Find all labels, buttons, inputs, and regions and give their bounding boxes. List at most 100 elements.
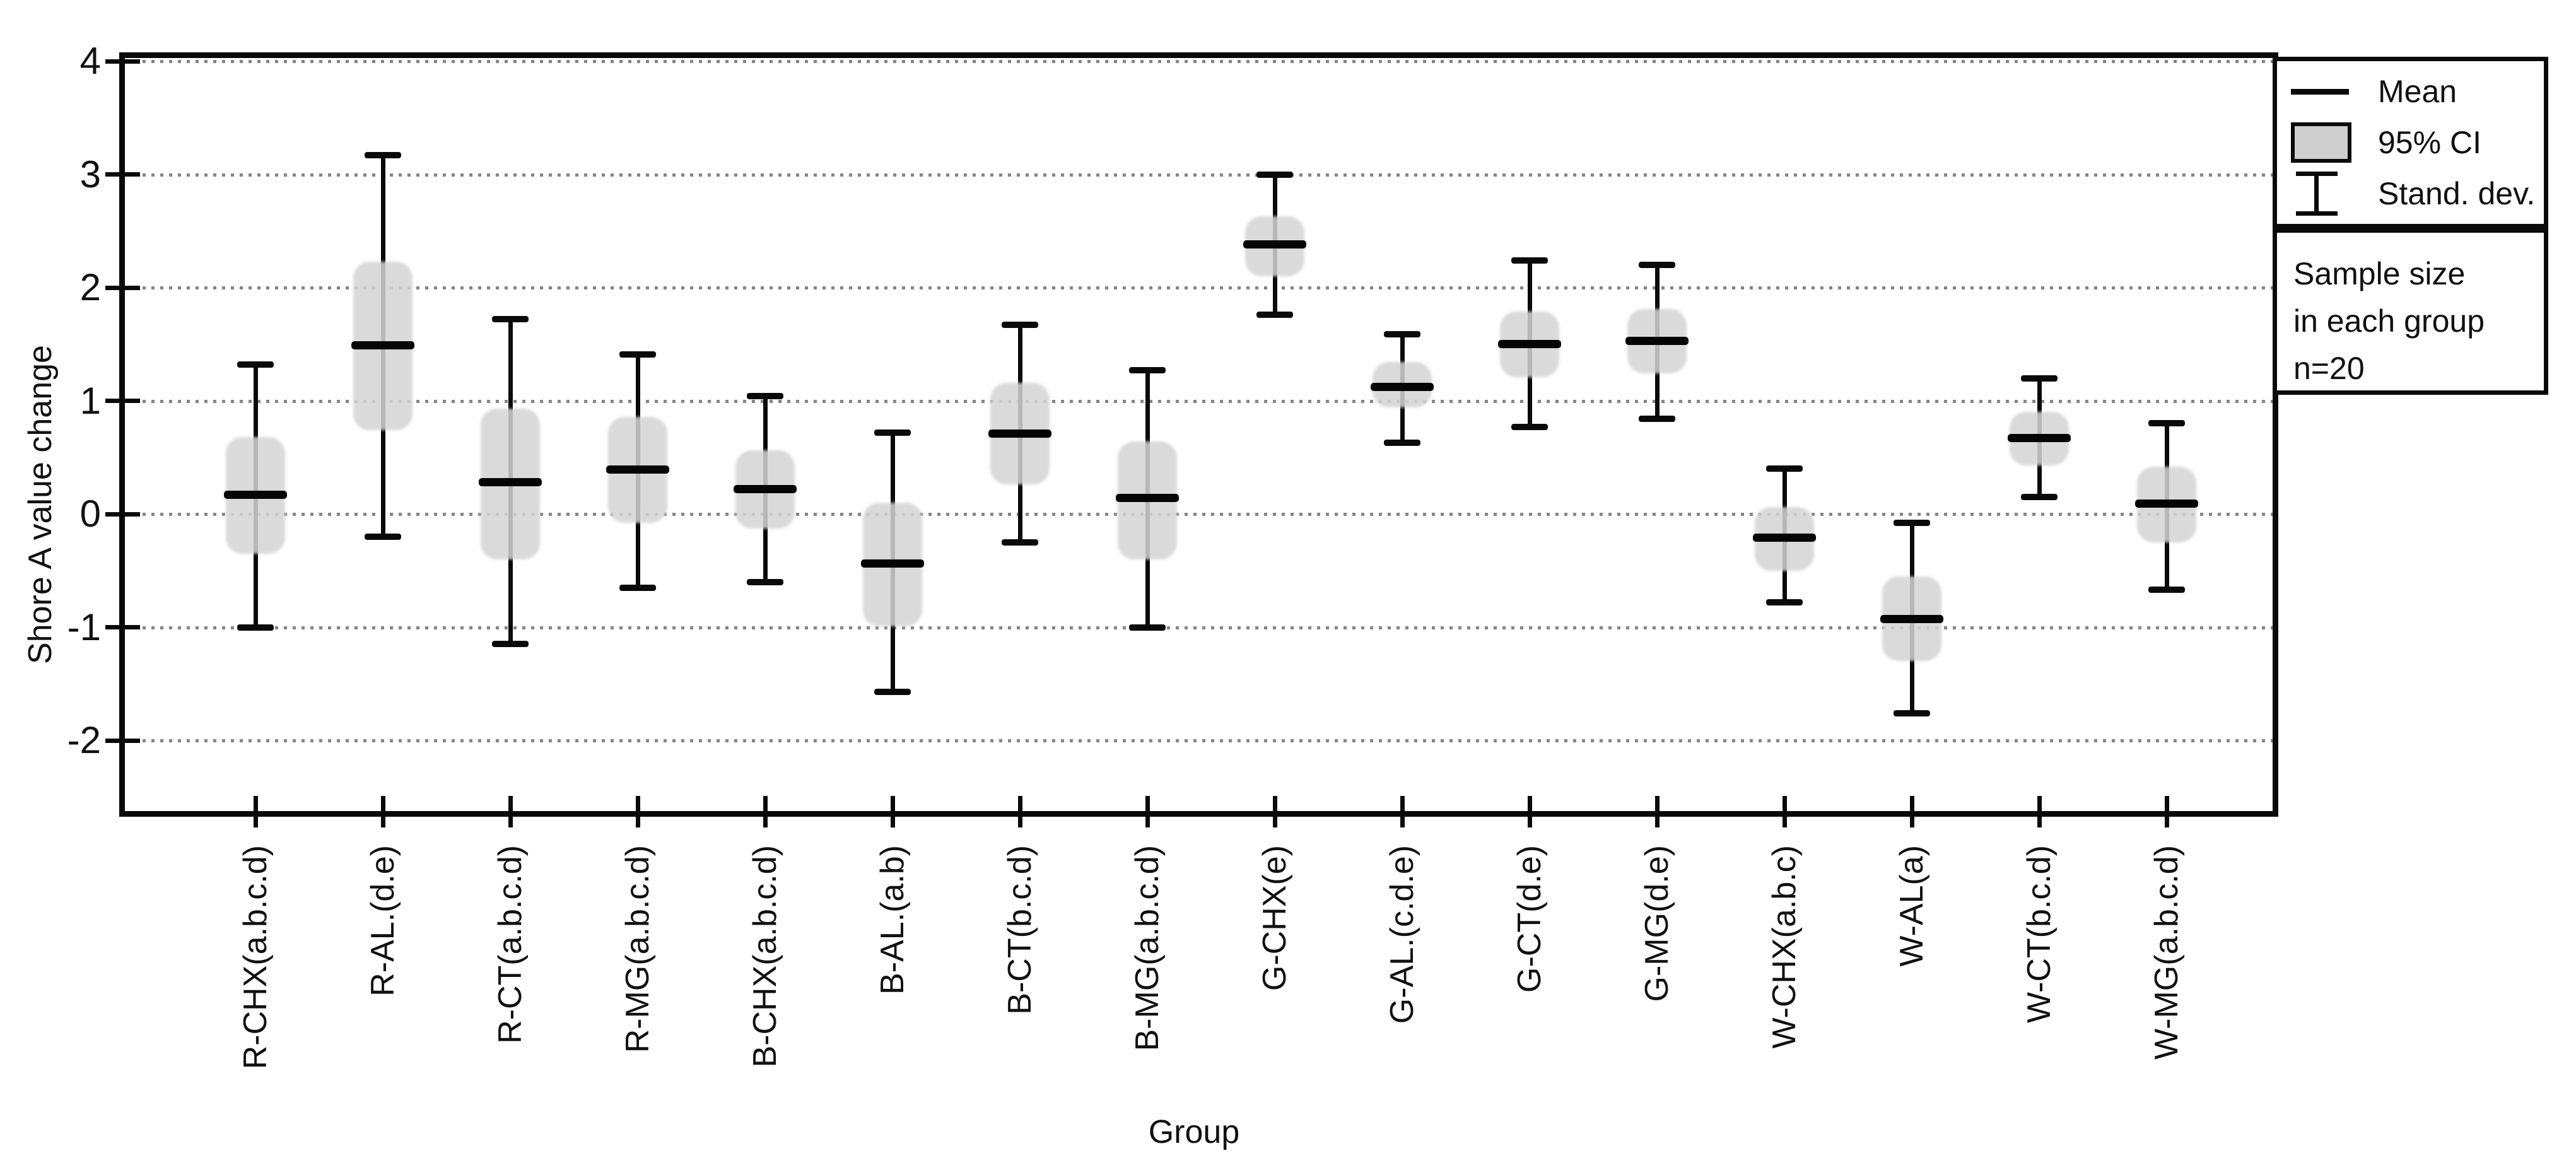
mean-line [1371,383,1434,392]
sample-size-note: Sample size in each group n=20 [2273,228,2548,395]
x-tick [1400,796,1405,827]
sd-cap-bottom [237,624,274,631]
x-tick-label: B-CT(b.c.d) [1002,845,1038,1015]
mean-line [2008,434,2071,443]
y-tick-label: 3 [79,153,101,196]
x-tick [1272,796,1277,827]
y-tick-label: 4 [79,40,101,82]
x-tick [2164,796,2169,827]
sd-cap-top [2148,420,2185,427]
sd-cap-top [365,151,401,158]
sd-cap-top [1384,330,1420,337]
sd-cap-bottom [619,584,656,591]
mean-line [734,485,797,493]
sd-cap-top [1002,322,1038,329]
sd-cap-top [874,429,911,436]
gridline [125,513,2273,516]
gridline [125,739,2273,742]
sd-cap-top [619,351,656,358]
ci-box-swatch-icon [2291,122,2351,163]
y-axis-title: Shore A value change [22,345,59,664]
sd-cap-bottom [1894,710,1930,716]
legend-item-label: Mean [2378,74,2457,110]
mean-line [861,559,924,568]
sd-cap-bottom [1002,539,1038,546]
x-tick [635,796,640,827]
mean-line [988,430,1051,438]
legend-item-ci: 95% CI [2291,117,2538,168]
sd-cap-bottom [1511,423,1548,430]
mean-line [1625,336,1689,345]
x-tick [890,796,895,827]
mean-line [2135,500,2198,508]
gridline [125,286,2273,289]
sd-cap-bottom [1256,312,1293,319]
sd-cap-top [2021,375,2058,382]
mean-line [479,478,542,487]
mean-line [1498,340,1561,349]
x-tick [1017,796,1022,827]
mean-line [1753,534,1816,542]
sd-cap-bottom [1766,599,1803,605]
sd-cap-top [1766,465,1803,472]
sd-cap-bottom [874,688,911,695]
sd-cap-bottom [747,578,783,585]
sample-note-line: in each group [2293,303,2485,339]
mean-line-swatch-icon [2291,88,2349,95]
x-tick-label: R-MG(a.b.c.d) [619,845,656,1053]
x-tick-label: W-MG(a.b.c.d) [2148,845,2185,1060]
gridline [125,399,2273,403]
y-tick [105,59,140,64]
sd-cap-top [1639,262,1675,269]
mean-line [1116,494,1179,503]
mean-line [606,465,669,474]
x-tick [2037,796,2042,827]
y-tick [105,738,140,743]
sample-note-line: n=20 [2293,351,2365,386]
y-tick [105,399,140,403]
sd-cap-top [492,316,529,323]
y-tick-label: -1 [67,605,101,648]
sd-cap-top [1129,367,1166,374]
x-tick [1909,796,1914,827]
x-tick-label: W-CT(b.c.d) [2021,845,2058,1024]
y-tick [105,285,140,290]
legend-item-sd: Stand. dev. [2291,168,2538,219]
mean-line [351,341,414,350]
sd-cap-bottom [1129,624,1166,631]
x-tick [763,796,768,827]
x-tick-label: G-MG(d.e) [1639,845,1675,1002]
sd-cap-top [747,393,783,400]
sd-cap-bottom [2148,587,2185,593]
y-tick-label: -2 [67,719,101,761]
x-tick [1654,796,1660,827]
sample-note-line: Sample size [2293,256,2466,291]
sd-cap-bottom [1639,416,1675,423]
x-tick-label: W-AL(a) [1894,845,1930,967]
x-axis-title: Group [1148,1114,1240,1150]
x-tick-label: R-CHX(a.b.c.d) [237,845,274,1070]
gridline [125,60,2273,63]
mean-line [1880,615,1943,624]
x-tick-label: B-AL.(a.b) [874,845,911,995]
y-tick [105,625,140,629]
legend: Mean 95% CI Stand. dev. [2273,57,2548,228]
x-tick [253,796,258,827]
x-tick-label: W-CHX(a.b.c) [1766,845,1803,1049]
y-tick-label: 1 [79,379,101,422]
x-tick [1782,796,1787,827]
mean-line [224,490,287,499]
sd-cap-top [237,361,274,368]
y-tick [105,172,140,177]
mean-line [1243,240,1306,249]
x-tick [380,796,385,827]
sd-cap-bottom [1384,439,1420,446]
sd-cap-bottom [492,641,529,648]
x-tick [1527,796,1532,827]
sd-cap-top [1511,257,1548,264]
x-tick [1145,796,1150,827]
gridline [125,173,2273,177]
